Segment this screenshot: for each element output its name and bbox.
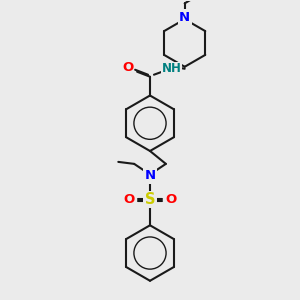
Text: S: S bbox=[145, 192, 155, 207]
Text: NH: NH bbox=[162, 62, 182, 75]
Text: O: O bbox=[124, 193, 135, 206]
Text: N: N bbox=[179, 11, 190, 24]
Text: O: O bbox=[123, 61, 134, 74]
Text: O: O bbox=[165, 193, 176, 206]
Text: N: N bbox=[144, 169, 156, 182]
